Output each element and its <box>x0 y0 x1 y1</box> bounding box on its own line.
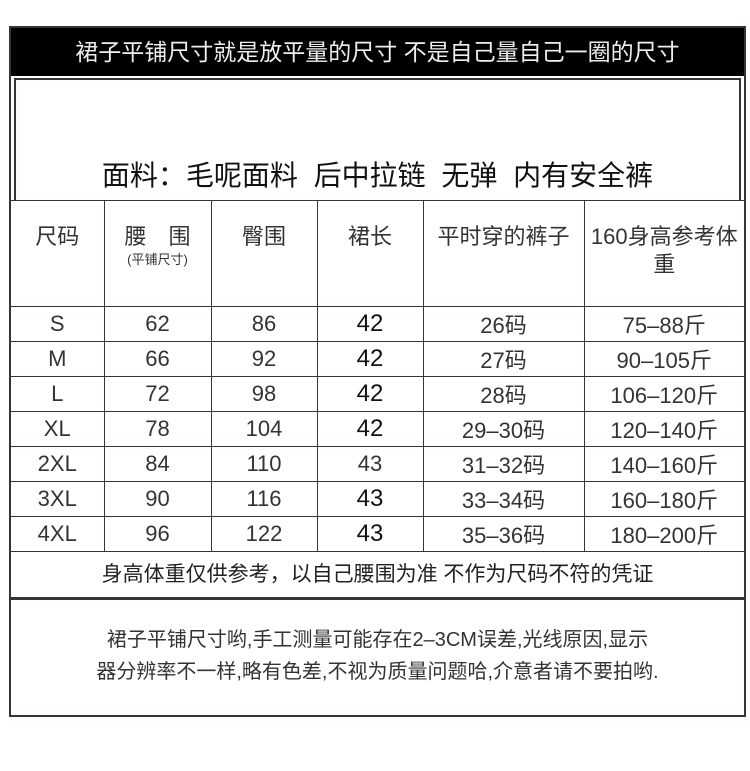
cell-weight: 180–200斤 <box>583 516 744 552</box>
cell-weight: 160–180斤 <box>583 481 744 517</box>
cell-pants: 33–34码 <box>422 481 585 517</box>
banner-title: 裙子平铺尺寸就是放平量的尺寸 不是自己量自己一圈的尺寸 <box>11 28 744 76</box>
cell-size: 3XL <box>11 481 105 517</box>
cell-pants: 35–36码 <box>422 516 585 552</box>
cell-hip: 122 <box>210 516 318 552</box>
table-row: M 66 92 42 27码 90–105斤 <box>11 341 744 377</box>
cell-pants: 26码 <box>422 306 585 342</box>
cell-hip: 92 <box>210 341 318 377</box>
table-row: 3XL 90 116 43 33–34码 160–180斤 <box>11 481 744 517</box>
table-header-row: 尺码 腰 围 (平铺尺寸) 臀围 裙长 平时穿的裤子 160身高参考体重 <box>11 200 744 307</box>
cell-size: S <box>11 306 105 342</box>
cell-size: 4XL <box>11 516 105 552</box>
header-weight: 160身高参考体重 <box>583 200 744 307</box>
cell-waist: 90 <box>103 481 212 517</box>
cell-length: 42 <box>316 376 424 412</box>
cell-pants: 31–32码 <box>422 446 585 482</box>
cell-pants: 29–30码 <box>422 411 585 447</box>
cell-weight: 140–160斤 <box>583 446 744 482</box>
fabric-description: 面料：毛呢面料 后中拉链 无弹 内有安全裤 <box>101 160 654 191</box>
disclaimer-line-2: 器分辨率不一样,略有色差,不视为质量问题哈,介意者请不要拍哟. <box>96 661 659 683</box>
size-table: 尺码 腰 围 (平铺尺寸) 臀围 裙长 平时穿的裤子 160身高参考体重 S 62 8… <box>11 200 744 552</box>
cell-waist: 84 <box>103 446 212 482</box>
table-row: XL 78 104 42 29–30码 120–140斤 <box>11 411 744 447</box>
cell-size: M <box>11 341 105 377</box>
cell-length: 43 <box>316 516 424 552</box>
cell-pants: 27码 <box>422 341 585 377</box>
cell-waist: 96 <box>103 516 212 552</box>
cell-length: 42 <box>316 341 424 377</box>
cell-weight: 75–88斤 <box>583 306 744 342</box>
table-row: 2XL 84 110 43 31–32码 140–160斤 <box>11 446 744 482</box>
cell-weight: 120–140斤 <box>583 411 744 447</box>
cell-hip: 104 <box>210 411 318 447</box>
cell-length: 42 <box>316 306 424 342</box>
cell-waist: 72 <box>103 376 212 412</box>
cell-pants: 28码 <box>422 376 585 412</box>
reference-note: 身高体重仅供参考，以自己腰围为准 不作为尺码不符的凭证 <box>11 552 744 600</box>
header-waist-sub: (平铺尺寸) <box>127 252 188 267</box>
cell-weight: 90–105斤 <box>583 341 744 377</box>
table-row: L 72 98 42 28码 106–120斤 <box>11 376 744 412</box>
header-pants: 平时穿的裤子 <box>422 200 585 307</box>
header-size: 尺码 <box>11 200 105 307</box>
cell-weight: 106–120斤 <box>583 376 744 412</box>
fabric-box: 面料：毛呢面料 后中拉链 无弹 内有安全裤 <box>14 78 741 200</box>
cell-hip: 86 <box>210 306 318 342</box>
cell-waist: 78 <box>103 411 212 447</box>
header-waist: 腰 围 (平铺尺寸) <box>103 200 212 307</box>
cell-length: 43 <box>316 446 424 482</box>
table-row: S 62 86 42 26码 75–88斤 <box>11 306 744 342</box>
header-waist-label: 腰 围 <box>124 224 191 249</box>
cell-waist: 62 <box>103 306 212 342</box>
disclaimer-note: 裙子平铺尺寸哟,手工测量可能存在2–3CM误差,光线原因,显示 器分辨率不一样,… <box>11 600 744 717</box>
size-chart: 裙子平铺尺寸就是放平量的尺寸 不是自己量自己一圈的尺寸 面料：毛呢面料 后中拉链… <box>9 26 746 717</box>
cell-length: 43 <box>316 481 424 517</box>
cell-hip: 110 <box>210 446 318 482</box>
cell-size: 2XL <box>11 446 105 482</box>
table-row: 4XL 96 122 43 35–36码 180–200斤 <box>11 516 744 552</box>
header-hip: 臀围 <box>210 200 318 307</box>
disclaimer-line-1: 裙子平铺尺寸哟,手工测量可能存在2–3CM误差,光线原因,显示 <box>106 629 649 651</box>
cell-size: L <box>11 376 105 412</box>
cell-size: XL <box>11 411 105 447</box>
cell-waist: 66 <box>103 341 212 377</box>
cell-hip: 116 <box>210 481 318 517</box>
cell-hip: 98 <box>210 376 318 412</box>
header-length: 裙长 <box>316 200 424 307</box>
cell-length: 42 <box>316 411 424 447</box>
